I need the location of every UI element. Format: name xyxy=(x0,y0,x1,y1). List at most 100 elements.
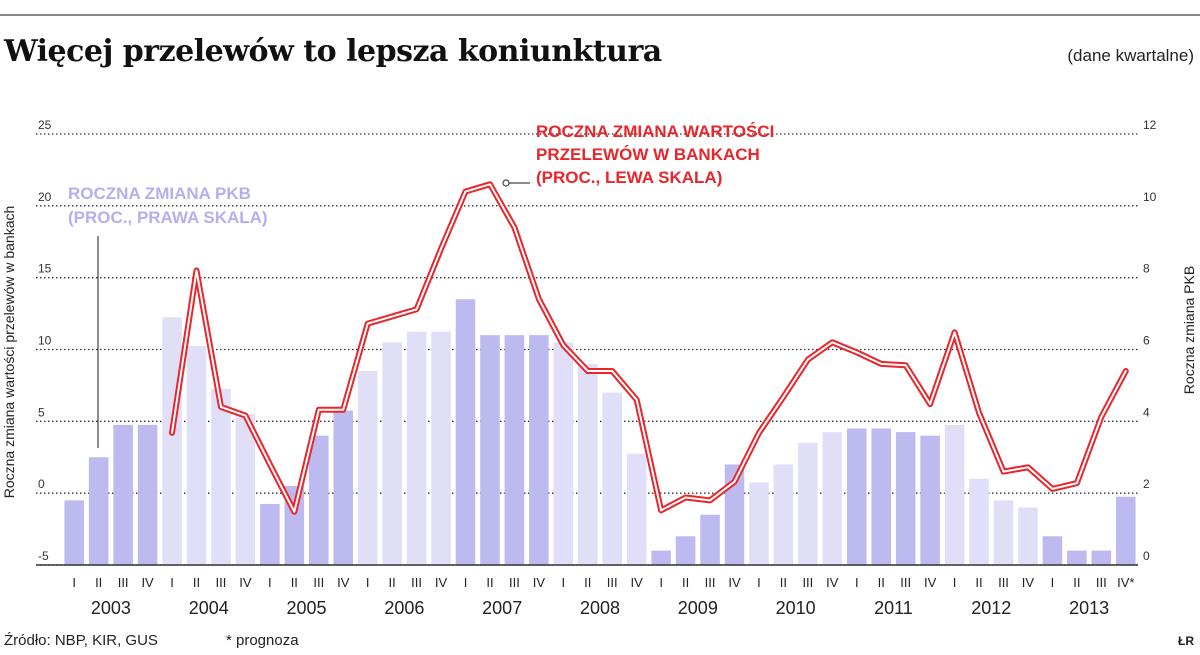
quarter-label: I xyxy=(855,575,859,590)
quarter-label: IV xyxy=(435,575,448,590)
gdp-bar xyxy=(480,335,500,565)
quarter-label: I xyxy=(464,575,468,590)
gdp-bar xyxy=(137,424,158,565)
left-tick-label: 0 xyxy=(38,477,45,491)
gdp-bar xyxy=(64,500,85,565)
line-series-pointer-dot xyxy=(502,179,510,187)
gdp-bar xyxy=(431,331,451,565)
quarter-label: III xyxy=(118,575,129,590)
gdp-bar xyxy=(944,424,965,565)
gdp-bar xyxy=(749,482,769,565)
line-series-label-3: (PROC., LEWA SKALA) xyxy=(536,168,722,187)
gdp-bar xyxy=(822,432,843,565)
quarter-label: IV xyxy=(826,575,839,590)
forecast-note: * prognoza xyxy=(226,632,299,649)
gdp-bar xyxy=(88,457,109,565)
quarter-label: III xyxy=(998,575,1009,590)
gdp-bar xyxy=(626,453,647,565)
quarter-label: II xyxy=(878,575,885,590)
quarter-label: IV* xyxy=(1117,575,1134,590)
year-label: 2013 xyxy=(1069,598,1109,618)
right-tick-label: 4 xyxy=(1143,405,1150,419)
gdp-bar xyxy=(920,435,940,565)
right-tick-label: 10 xyxy=(1143,190,1157,204)
transfers-line-inner xyxy=(171,183,1127,513)
quarter-label: III xyxy=(411,575,422,590)
quarter-label: II xyxy=(975,575,982,590)
gdp-bar xyxy=(602,392,623,565)
gdp-bar xyxy=(529,335,549,565)
gdp-bar xyxy=(1042,536,1063,565)
quarter-label: III xyxy=(313,575,324,590)
quarter-label: II xyxy=(291,575,298,590)
quarter-label: III xyxy=(607,575,618,590)
quarter-label: III xyxy=(216,575,227,590)
chart-title: Więcej przelewów to lepsza koniunktura xyxy=(4,34,662,69)
quarter-label: I xyxy=(953,575,957,590)
quarter-label: IV xyxy=(631,575,644,590)
year-label: 2010 xyxy=(776,598,816,618)
quarter-label: IV xyxy=(728,575,741,590)
quarter-label: III xyxy=(900,575,911,590)
gdp-bar xyxy=(333,410,354,565)
quarter-label: I xyxy=(366,575,370,590)
author-credit: ŁR xyxy=(1178,634,1194,648)
quarter-label: I xyxy=(1051,575,1055,590)
line-series-label-1: ROCZNA ZMIANA WARTOŚCI xyxy=(536,122,774,141)
top-rule xyxy=(0,14,1200,16)
right-tick-label: 2 xyxy=(1143,477,1150,491)
left-tick-label: 10 xyxy=(38,334,52,348)
year-label: 2011 xyxy=(874,598,913,618)
bar-series-label-2: (PROC., PRAWA SKALA) xyxy=(68,208,268,227)
gdp-bar xyxy=(1115,496,1136,565)
left-tick-label: 20 xyxy=(38,190,52,204)
quarter-label: II xyxy=(193,575,200,590)
gdp-bar xyxy=(406,331,427,565)
gdp-bar xyxy=(113,424,133,565)
quarter-label: III xyxy=(509,575,520,590)
gdp-bar xyxy=(211,389,231,565)
quarter-label: I xyxy=(72,575,76,590)
quarter-label: III xyxy=(705,575,716,590)
right-axis-title: Roczna zmiana PKB xyxy=(1181,266,1197,394)
bar-series-label-1: ROCZNA ZMIANA PKB xyxy=(68,184,251,203)
year-label: 2008 xyxy=(580,598,620,618)
quarter-label: IV xyxy=(239,575,252,590)
quarter-label: I xyxy=(170,575,174,590)
year-label: 2009 xyxy=(678,598,718,618)
gdp-bar xyxy=(993,500,1014,565)
transfers-line xyxy=(169,181,1129,515)
right-tick-label: 6 xyxy=(1143,334,1150,348)
gdp-bar xyxy=(260,503,280,565)
quarter-label: I xyxy=(659,575,663,590)
gdp-bar xyxy=(773,464,794,565)
right-tick-label: 12 xyxy=(1143,118,1157,132)
quarter-label: II xyxy=(780,575,787,590)
chart-subtitle: (dane kwartalne) xyxy=(1067,46,1194,65)
quarter-label: II xyxy=(682,575,689,590)
quarter-label: II xyxy=(95,575,102,590)
gdp-bar xyxy=(357,371,378,565)
gdp-bar xyxy=(969,478,989,565)
annotation-layer: ROCZNA ZMIANA WARTOŚCI PRZELEWÓW W BANKA… xyxy=(68,122,774,448)
gdp-bar xyxy=(724,464,745,565)
gdp-bar xyxy=(186,345,207,565)
gdp-bar xyxy=(871,428,892,565)
gdp-bar xyxy=(504,335,525,565)
left-tick-label: 25 xyxy=(38,118,52,132)
quarter-label: IV xyxy=(533,575,546,590)
year-label: 2006 xyxy=(384,598,424,618)
gdp-bar xyxy=(675,536,696,565)
year-label: 2005 xyxy=(287,598,327,618)
gdp-bars xyxy=(64,299,1136,565)
quarter-label: II xyxy=(584,575,591,590)
gdp-bar xyxy=(308,435,329,565)
gdp-bar xyxy=(455,299,476,565)
gdp-bar xyxy=(651,550,671,565)
quarter-label: II xyxy=(1073,575,1080,590)
year-label: 2007 xyxy=(482,598,522,618)
quarter-label: I xyxy=(562,575,566,590)
gdp-bar xyxy=(1067,550,1087,565)
